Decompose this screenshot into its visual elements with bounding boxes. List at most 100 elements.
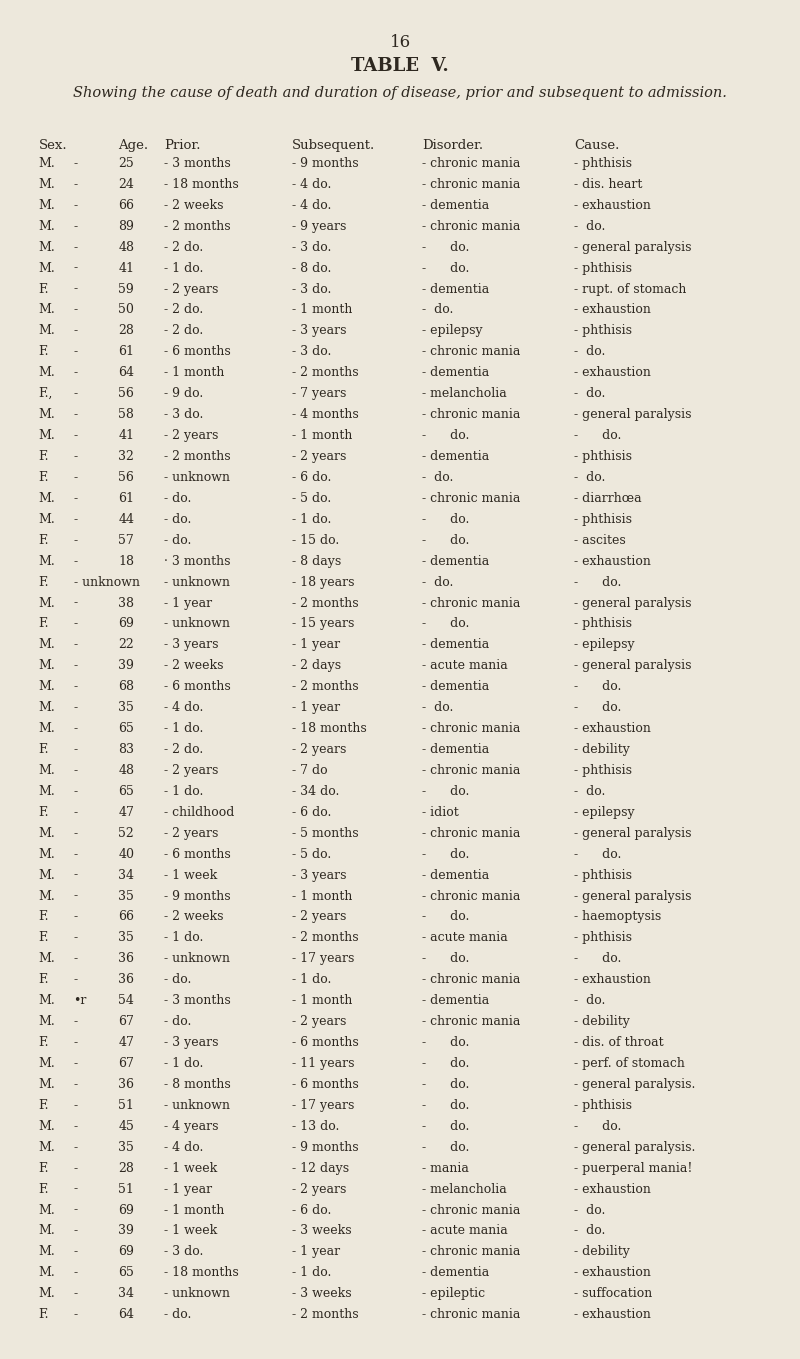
Text: M.: M.: [38, 995, 55, 1007]
Text: - dis. of throat: - dis. of throat: [574, 1036, 664, 1049]
Text: - 3 do.: - 3 do.: [292, 283, 331, 295]
Text: - 1 week: - 1 week: [164, 1162, 218, 1174]
Text: -: -: [74, 512, 78, 526]
Text: - general paralysis.: - general paralysis.: [574, 1078, 696, 1091]
Text: - exhaustion: - exhaustion: [574, 198, 651, 212]
Text: M.: M.: [38, 786, 55, 798]
Text: - acute mania: - acute mania: [422, 1224, 508, 1238]
Text: - suffocation: - suffocation: [574, 1287, 653, 1301]
Text: M.: M.: [38, 1224, 55, 1238]
Text: M.: M.: [38, 408, 55, 421]
Text: - dementia: - dementia: [422, 283, 490, 295]
Text: - dementia: - dementia: [422, 743, 490, 756]
Text: -      do.: - do.: [574, 848, 622, 860]
Text: -: -: [74, 303, 78, 317]
Text: M.: M.: [38, 701, 55, 715]
Text: 36: 36: [118, 1078, 134, 1091]
Text: -: -: [74, 387, 78, 400]
Text: - 18 months: - 18 months: [164, 178, 238, 190]
Text: - general paralysis.: - general paralysis.: [574, 1140, 696, 1154]
Text: - exhaustion: - exhaustion: [574, 722, 651, 735]
Text: •r: •r: [74, 995, 87, 1007]
Text: M.: M.: [38, 512, 55, 526]
Text: - 1 week: - 1 week: [164, 1224, 218, 1238]
Text: Prior.: Prior.: [164, 140, 201, 152]
Text: 61: 61: [118, 492, 134, 504]
Text: -: -: [74, 1224, 78, 1238]
Text: - 4 do.: - 4 do.: [164, 1140, 203, 1154]
Text: - puerperal mania!: - puerperal mania!: [574, 1162, 693, 1174]
Text: - 3 weeks: - 3 weeks: [292, 1224, 352, 1238]
Text: - 6 months: - 6 months: [292, 1078, 358, 1091]
Text: - do.: - do.: [164, 1309, 191, 1321]
Text: - general paralysis: - general paralysis: [574, 408, 692, 421]
Text: - 1 do.: - 1 do.: [164, 931, 203, 945]
Text: M.: M.: [38, 1245, 55, 1258]
Text: -: -: [74, 554, 78, 568]
Text: - phthisis: - phthisis: [574, 158, 632, 170]
Text: - chronic mania: - chronic mania: [422, 345, 521, 359]
Text: - chronic mania: - chronic mania: [422, 178, 521, 190]
Text: 25: 25: [118, 158, 134, 170]
Text: -  do.: - do.: [574, 786, 606, 798]
Text: F.: F.: [38, 1182, 49, 1196]
Text: - exhaustion: - exhaustion: [574, 973, 651, 987]
Text: -: -: [74, 743, 78, 756]
Text: -: -: [74, 1099, 78, 1112]
Text: - exhaustion: - exhaustion: [574, 1309, 651, 1321]
Text: M.: M.: [38, 659, 55, 673]
Text: - phthisis: - phthisis: [574, 1099, 632, 1112]
Text: - diarrhœa: - diarrhœa: [574, 492, 642, 504]
Text: - 2 years: - 2 years: [164, 826, 218, 840]
Text: -      do.: - do.: [422, 1140, 470, 1154]
Text: 69: 69: [118, 1245, 134, 1258]
Text: -: -: [74, 408, 78, 421]
Text: M.: M.: [38, 429, 55, 442]
Text: -: -: [74, 931, 78, 945]
Text: -: -: [74, 1309, 78, 1321]
Text: F.: F.: [38, 534, 49, 546]
Text: -: -: [74, 429, 78, 442]
Text: - 2 do.: - 2 do.: [164, 325, 203, 337]
Text: -: -: [74, 722, 78, 735]
Text: -      do.: - do.: [574, 953, 622, 965]
Text: -: -: [74, 345, 78, 359]
Text: 67: 67: [118, 1057, 134, 1070]
Text: 36: 36: [118, 953, 134, 965]
Text: - 1 year: - 1 year: [164, 597, 212, 610]
Text: M.: M.: [38, 722, 55, 735]
Text: - 1 month: - 1 month: [292, 995, 352, 1007]
Text: - do.: - do.: [164, 1015, 191, 1029]
Text: 41: 41: [118, 262, 134, 275]
Text: F.: F.: [38, 345, 49, 359]
Text: -  do.: - do.: [574, 995, 606, 1007]
Text: -      do.: - do.: [574, 1120, 622, 1133]
Text: - 3 years: - 3 years: [292, 868, 346, 882]
Text: - 2 years: - 2 years: [292, 450, 346, 463]
Text: - 9 months: - 9 months: [292, 1140, 358, 1154]
Text: - chronic mania: - chronic mania: [422, 1245, 521, 1258]
Text: -      do.: - do.: [422, 911, 470, 924]
Text: - 6 do.: - 6 do.: [292, 806, 331, 819]
Text: 65: 65: [118, 786, 134, 798]
Text: - unknown: - unknown: [164, 617, 230, 631]
Text: -: -: [74, 764, 78, 777]
Text: 64: 64: [118, 1309, 134, 1321]
Text: M.: M.: [38, 554, 55, 568]
Text: -: -: [74, 1140, 78, 1154]
Text: - dis. heart: - dis. heart: [574, 178, 642, 190]
Text: - do.: - do.: [164, 512, 191, 526]
Text: - chronic mania: - chronic mania: [422, 408, 521, 421]
Text: -  do.: - do.: [574, 472, 606, 484]
Text: - 2 weeks: - 2 weeks: [164, 911, 223, 924]
Text: M.: M.: [38, 953, 55, 965]
Text: 35: 35: [118, 1140, 134, 1154]
Text: M.: M.: [38, 158, 55, 170]
Text: -: -: [74, 1057, 78, 1070]
Text: -      do.: - do.: [422, 1078, 470, 1091]
Text: M.: M.: [38, 1057, 55, 1070]
Text: - unknown: - unknown: [164, 576, 230, 588]
Text: F.: F.: [38, 911, 49, 924]
Text: 35: 35: [118, 890, 134, 902]
Text: - 12 days: - 12 days: [292, 1162, 349, 1174]
